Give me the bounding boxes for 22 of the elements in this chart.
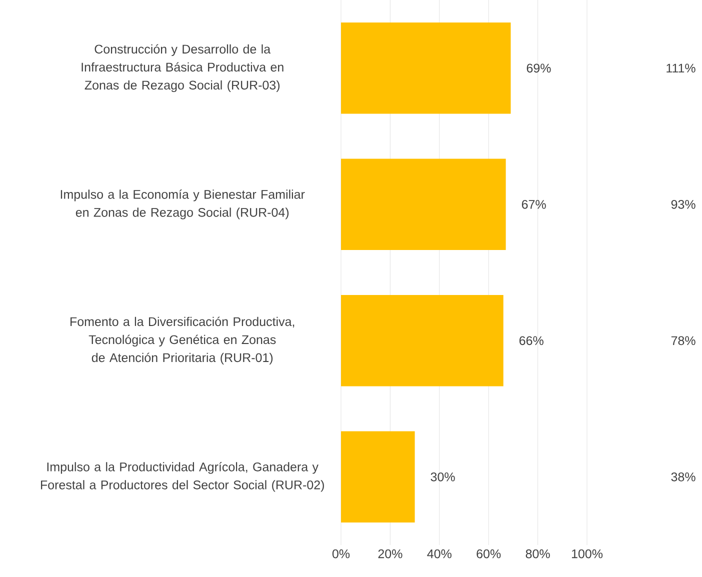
- x-tick-label: 80%: [526, 549, 550, 558]
- text: 111%: [666, 64, 696, 73]
- data-label: 69%: [526, 64, 551, 73]
- bar: [340, 294, 504, 386]
- y-tick-label: Fomento a la Diversificación Productiva, Tecnológica y Genética en Zonas de Atención Prioritaria (RUR-01): [70, 316, 294, 365]
- text: 38%: [671, 472, 696, 482]
- data-label: 67%: [522, 200, 546, 209]
- data-label: 30%: [430, 472, 455, 482]
- x-tick-label: 0%: [332, 549, 350, 558]
- text: 78%: [671, 336, 696, 346]
- bar: [340, 22, 511, 114]
- x-tick-label: 100%: [572, 549, 603, 558]
- x-tick-label: 60%: [476, 549, 501, 558]
- y-tick-label: Impulso a la Productividad Agrícola, Ganadera y Forestal a Productores del Sector Social (RUR-02): [40, 462, 324, 492]
- bar: [340, 431, 415, 523]
- bar: [340, 158, 506, 250]
- x-tick-label: 20%: [378, 549, 402, 558]
- data-label: 66%: [519, 336, 544, 346]
- text: 93%: [671, 200, 696, 209]
- x-tick-label: 40%: [427, 549, 452, 558]
- y-tick-label: Impulso a la Economía y Bienestar Familiar en Zonas de Rezago Social (RUR-04): [60, 189, 305, 220]
- y-tick-label: Construcción y Desarrollo de la Infraestructura Básica Productiva en Zonas de Rezago Social (RUR-03): [82, 44, 284, 92]
